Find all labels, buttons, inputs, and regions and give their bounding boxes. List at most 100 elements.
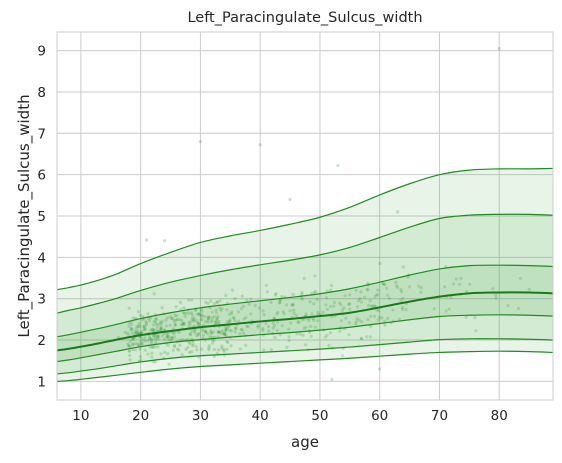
- scatter-point: [312, 290, 316, 295]
- scatter-point: [355, 305, 360, 309]
- scatter-point: [261, 326, 265, 331]
- scatter-point: [175, 318, 179, 322]
- scatter-point: [169, 316, 173, 320]
- scatter-point: [370, 304, 374, 308]
- y-tick-label: 6: [37, 168, 46, 184]
- scatter-point: [164, 324, 169, 328]
- scatter-point: [131, 342, 135, 346]
- scatter-point: [291, 303, 295, 307]
- scatter-point: [169, 315, 173, 319]
- scatter-point: [273, 335, 277, 340]
- scatter-point: [198, 313, 202, 317]
- scatter-point: [170, 317, 174, 321]
- scatter-point: [207, 346, 211, 350]
- scatter-point: [128, 349, 132, 353]
- scatter-point: [376, 293, 380, 297]
- scatter-point: [386, 316, 390, 320]
- scatter-point: [151, 323, 155, 327]
- y-axis-label: Left_Paracingulate_Sulcus_width: [15, 94, 34, 337]
- scatter-point: [324, 303, 328, 307]
- scatter-point: [234, 326, 238, 330]
- scatter-point: [127, 344, 131, 348]
- scatter-point: [207, 344, 211, 348]
- scatter-point: [368, 299, 372, 303]
- scatter-point: [338, 301, 342, 305]
- scatter-point: [387, 296, 391, 300]
- scatter-point: [223, 332, 227, 336]
- scatter-point: [176, 347, 180, 351]
- scatter-point: [497, 46, 501, 51]
- scatter-point: [200, 347, 204, 351]
- scatter-point: [401, 296, 405, 300]
- scatter-point: [178, 318, 182, 322]
- scatter-point: [219, 309, 223, 313]
- scatter-point: [227, 319, 231, 324]
- scatter-point: [280, 294, 284, 298]
- scatter-point: [308, 300, 312, 304]
- scatter-point: [197, 312, 201, 316]
- scatter-point: [449, 295, 453, 299]
- scatter-point: [234, 326, 238, 331]
- scatter-point: [141, 324, 146, 328]
- scatter-point: [134, 348, 138, 352]
- scatter-point: [309, 334, 313, 338]
- scatter-point: [187, 298, 191, 302]
- scatter-point: [347, 302, 351, 306]
- scatter-point: [212, 347, 216, 352]
- scatter-point: [378, 261, 382, 266]
- scatter-point: [135, 331, 139, 335]
- scatter-point: [153, 340, 158, 345]
- scatter-point: [256, 323, 260, 328]
- scatter-point: [144, 321, 149, 325]
- scatter-point: [343, 294, 347, 298]
- scatter-point: [225, 320, 229, 324]
- scatter-point: [240, 294, 244, 298]
- scatter-point: [175, 318, 180, 322]
- scatter-point: [228, 318, 232, 322]
- scatter-point: [159, 320, 163, 324]
- scatter-point: [239, 307, 244, 311]
- scatter-point: [336, 163, 340, 168]
- scatter-point: [506, 304, 510, 308]
- scatter-point: [338, 329, 342, 333]
- scatter-point: [149, 339, 153, 343]
- scatter-point: [167, 362, 171, 366]
- scatter-point: [166, 352, 170, 356]
- scatter-point: [373, 294, 377, 299]
- scatter-point: [159, 326, 163, 330]
- scatter-point: [209, 331, 213, 335]
- scatter-point: [154, 317, 158, 321]
- scatter-point: [229, 310, 234, 314]
- scatter-point: [165, 316, 170, 320]
- scatter-point: [239, 328, 243, 332]
- scatter-point: [159, 327, 163, 332]
- scatter-point: [156, 334, 160, 338]
- scatter-point: [211, 338, 215, 342]
- scatter-point: [150, 351, 154, 355]
- scatter-point: [155, 325, 159, 329]
- scatter-point: [226, 340, 230, 345]
- scatter-point: [220, 332, 224, 336]
- scatter-point: [191, 344, 195, 348]
- scatter-point: [168, 323, 172, 327]
- scatter-point: [152, 319, 156, 323]
- scatter-point: [215, 300, 219, 304]
- scatter-point: [130, 327, 134, 331]
- scatter-point: [168, 339, 173, 343]
- scatter-point: [197, 312, 201, 316]
- scatter-point: [175, 314, 179, 318]
- scatter-point: [340, 354, 345, 358]
- scatter-point: [332, 300, 336, 305]
- y-tick-label: 7: [37, 126, 46, 142]
- scatter-point: [241, 331, 245, 335]
- scatter-point: [340, 308, 344, 312]
- scatter-point: [355, 317, 359, 321]
- scatter-point: [348, 302, 352, 306]
- scatter-point: [354, 320, 358, 324]
- scatter-point: [136, 342, 140, 346]
- scatter-point: [468, 282, 472, 286]
- scatter-point: [133, 342, 137, 346]
- scatter-point: [145, 238, 149, 242]
- scatter-point: [258, 143, 262, 147]
- scatter-point: [369, 314, 373, 318]
